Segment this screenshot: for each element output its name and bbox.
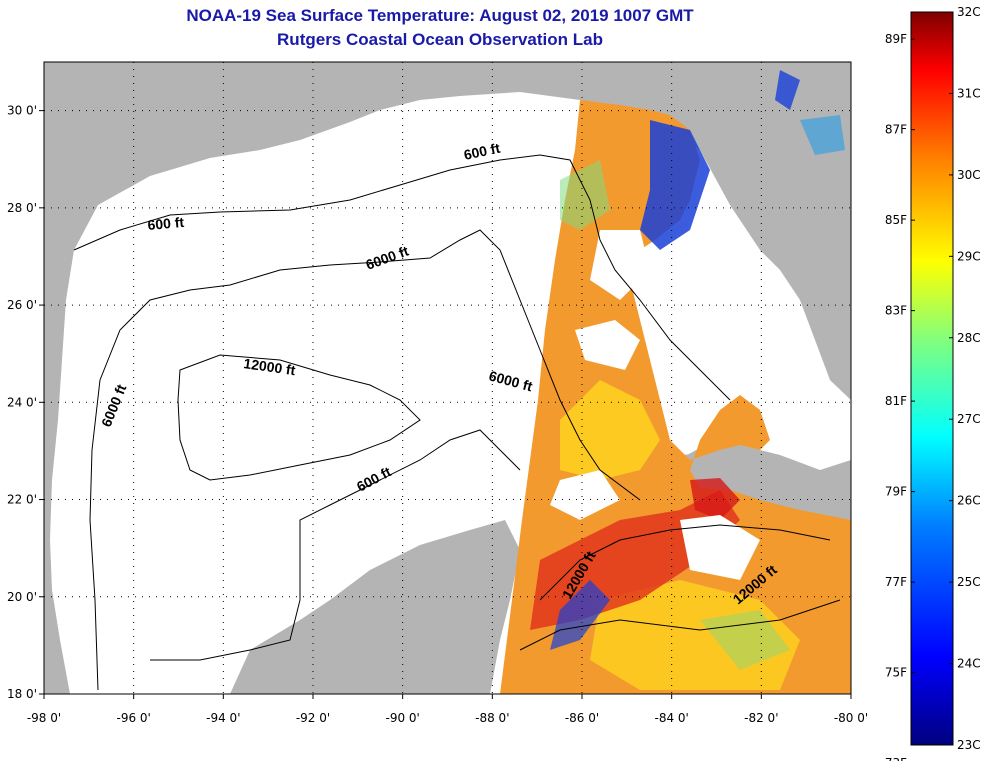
colorbar: 89F 87F 85F 83F 81F 79F 77F 75F 73F 32C 31C 30C 29C… [885, 5, 981, 761]
lat-tick-label: 24 0' [7, 395, 37, 409]
contour-12000ft-east [539, 524, 831, 601]
contour-label-1: 600 ft [147, 214, 185, 233]
lon-tick-label: -80 0' [834, 711, 868, 725]
colorbar-celsius-label: 23C [957, 738, 981, 752]
colorbar-celsius-label: 30C [957, 168, 981, 182]
contour-label-2: 600 ft [462, 140, 501, 163]
colorbar-celsius-label: 27C [957, 412, 981, 426]
lon-tick-label: -86 0' [565, 711, 599, 725]
lat-tick-label: 20 0' [7, 590, 37, 604]
colorbar-fahrenheit-label: 77F [885, 575, 907, 589]
lat-tick-label: 22 0' [7, 493, 37, 507]
lon-tick-label: -90 0' [385, 711, 419, 725]
colorbar-fahrenheit-labels: 89F 87F 85F 83F 81F 79F 77F 75F 73F [885, 32, 915, 761]
colorbar-fahrenheit-label: 87F [885, 123, 907, 137]
bathymetry-contours [73, 154, 841, 691]
longitude-axis: -98 0' -96 0' -94 0' -92 0' -90 0' -88 0' -86 … [27, 694, 868, 725]
colorbar-celsius-label: 31C [957, 86, 981, 100]
map-frame [43, 61, 852, 695]
contour-12000ft [177, 354, 421, 481]
colorbar-fahrenheit-label: 81F [885, 394, 907, 408]
colorbar-fahrenheit-label: 85F [885, 213, 907, 227]
contour-600ft-north [73, 154, 731, 401]
colorbar-celsius-label: 24C [957, 657, 981, 671]
colorbar-celsius-label: 26C [957, 494, 981, 508]
lon-tick-label: -94 0' [206, 711, 240, 725]
contour-600ft-south [150, 429, 521, 661]
colorbar-fahrenheit-label: 89F [885, 32, 907, 46]
lat-tick-label: 30 0' [7, 104, 37, 118]
lon-tick-label: -82 0' [744, 711, 778, 725]
sst-patch-atlantic [775, 70, 800, 110]
lat-tick-label: 26 0' [7, 298, 37, 312]
colorbar-gradient [910, 11, 954, 746]
graticule [44, 62, 851, 694]
contour-6000ft-west [89, 229, 641, 691]
sst-data-swath [500, 100, 851, 694]
colorbar-celsius-labels: 32C 31C 30C 29C 28C 27C 26C 25C 24C 23C [949, 5, 981, 752]
latitude-axis: 30 0' 28 0' 26 0' 24 0' 22 0' 20 0' 18 0' [7, 104, 44, 701]
colorbar-fahrenheit-label: 75F [885, 666, 907, 680]
lon-tick-label: -92 0' [296, 711, 330, 725]
map-plot-area [44, 62, 851, 694]
map-subtitle: Rutgers Coastal Ocean Observation Lab [277, 30, 603, 49]
sst-patch-atlantic-2 [800, 115, 845, 155]
colorbar-fahrenheit-label: 73F [885, 756, 907, 761]
contour-6000ft-east [519, 599, 841, 651]
lon-tick-label: -96 0' [116, 711, 150, 725]
colorbar-fahrenheit-label: 83F [885, 304, 907, 318]
lon-tick-label: -88 0' [475, 711, 509, 725]
lon-tick-label: -98 0' [27, 711, 61, 725]
lon-tick-label: -84 0' [654, 711, 688, 725]
lat-tick-label: 18 0' [7, 687, 37, 701]
colorbar-celsius-label: 29C [957, 249, 981, 263]
map-title: NOAA-19 Sea Surface Temperature: August … [186, 6, 694, 25]
mexico-land [230, 520, 520, 694]
colorbar-celsius-label: 32C [957, 5, 981, 19]
colorbar-celsius-label: 28C [957, 331, 981, 345]
contour-label-4: 12000 ft [243, 355, 297, 378]
lat-tick-label: 28 0' [7, 201, 37, 215]
colorbar-fahrenheit-label: 79F [885, 485, 907, 499]
colorbar-celsius-label: 25C [957, 575, 981, 589]
